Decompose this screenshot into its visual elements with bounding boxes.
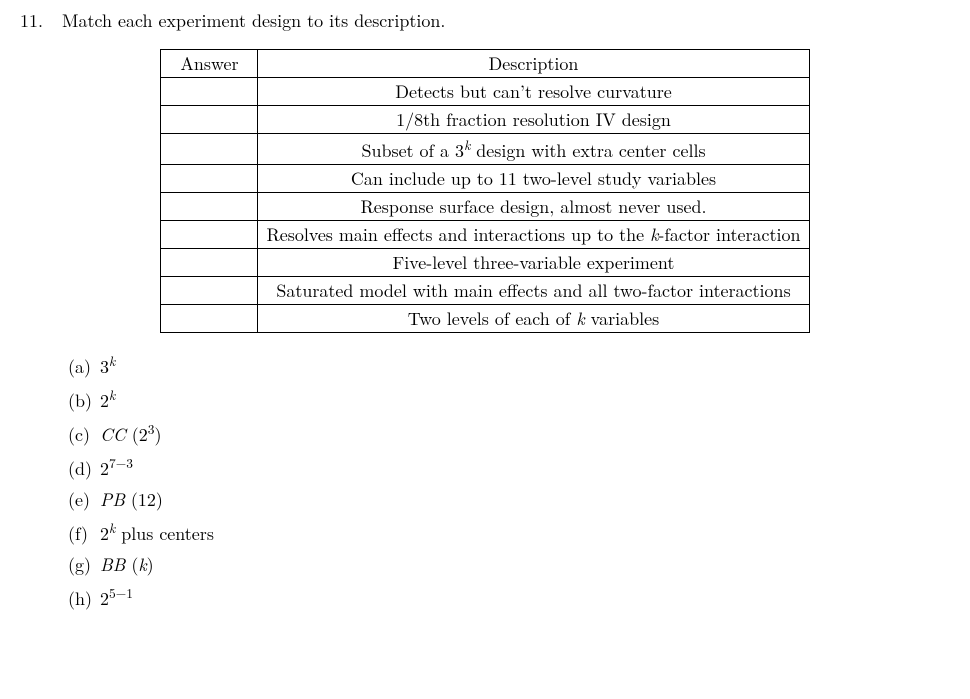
option-label: (g) [68,552,100,577]
match-table: Answer Description Detects but can’t res… [160,49,809,333]
option-label: (h) [68,586,100,611]
table-row: Detects but can’t resolve curvature [161,78,809,106]
description-cell: Five-level three-variable experiment [258,249,809,277]
table-row: Subset of a 3k design with extra center … [161,134,809,165]
answer-cell[interactable] [161,78,258,106]
description-cell: Two levels of each of k variables [258,305,809,333]
table-row: 1/8th fraction resolution IV design [161,106,809,134]
question-prompt: Match each experiment design to its desc… [62,8,445,33]
description-cell: Detects but can’t resolve curvature [258,78,809,106]
option-text: PB (12) [100,487,163,512]
table-row: Resolves main effects and interactions u… [161,221,809,249]
description-cell: Subset of a 3k design with extra center … [258,134,809,165]
options-list: (a)3k(b)2k(c)CC (23)(d)27−3(e)PB (12)(f)… [68,351,950,611]
option-item: (a)3k [68,351,950,379]
option-item: (f)2k plus centers [68,518,950,546]
option-label: (c) [68,422,100,447]
table-row: Two levels of each of k variables [161,305,809,333]
option-item: (c)CC (23) [68,419,950,447]
answer-cell[interactable] [161,277,258,305]
table-row: Response surface design, almost never us… [161,193,809,221]
question-line: 11. Match each experiment design to its … [20,8,950,33]
option-text: BB (k) [100,552,154,577]
option-label: (a) [68,354,100,379]
answer-cell[interactable] [161,134,258,165]
description-cell: Resolves main effects and interactions u… [258,221,809,249]
option-text: 25−1 [100,586,133,611]
table-row: Can include up to 11 two-level study var… [161,165,809,193]
answer-cell[interactable] [161,165,258,193]
description-cell: Response surface design, almost never us… [258,193,809,221]
header-description: Description [258,50,809,78]
table-body: Detects but can’t resolve curvature1/8th… [161,78,809,333]
answer-cell[interactable] [161,249,258,277]
option-text: 2k plus centers [100,521,214,546]
option-item: (g)BB (k) [68,552,950,577]
option-item: (d)27−3 [68,453,950,481]
option-text: 2k [100,388,115,413]
option-text: 27−3 [100,456,133,481]
page: 11. Match each experiment design to its … [0,0,970,637]
option-item: (e)PB (12) [68,487,950,512]
table-row: Five-level three-variable experiment [161,249,809,277]
question-number: 11. [20,8,56,33]
table-row: Saturated model with main effects and al… [161,277,809,305]
answer-cell[interactable] [161,305,258,333]
option-item: (b)2k [68,385,950,413]
answer-cell[interactable] [161,106,258,134]
description-cell: 1/8th fraction resolution IV design [258,106,809,134]
option-label: (b) [68,388,100,413]
header-answer: Answer [161,50,258,78]
description-cell: Saturated model with main effects and al… [258,277,809,305]
option-text: CC (23) [100,422,162,447]
answer-cell[interactable] [161,193,258,221]
option-label: (f) [68,521,100,546]
option-label: (e) [68,487,100,512]
option-label: (d) [68,456,100,481]
option-item: (h)25−1 [68,583,950,611]
option-text: 3k [100,354,115,379]
table-header-row: Answer Description [161,50,809,78]
description-cell: Can include up to 11 two-level study var… [258,165,809,193]
answer-cell[interactable] [161,221,258,249]
